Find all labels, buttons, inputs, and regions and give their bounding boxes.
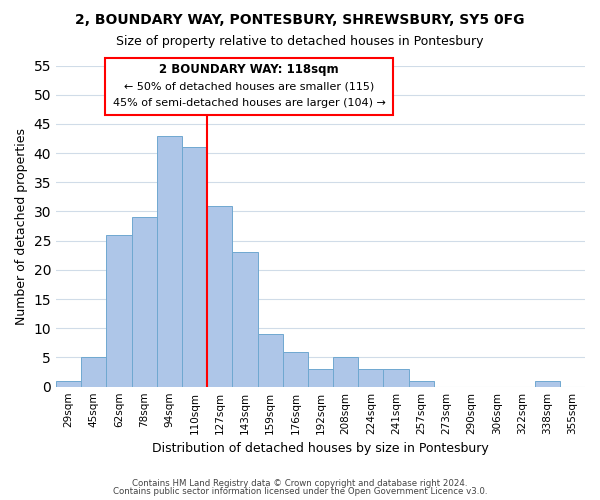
Text: ← 50% of detached houses are smaller (115): ← 50% of detached houses are smaller (11… — [124, 82, 374, 92]
Text: Contains public sector information licensed under the Open Government Licence v3: Contains public sector information licen… — [113, 487, 487, 496]
Bar — [56, 381, 81, 386]
Y-axis label: Number of detached properties: Number of detached properties — [15, 128, 28, 324]
Bar — [383, 369, 409, 386]
Text: 2 BOUNDARY WAY: 118sqm: 2 BOUNDARY WAY: 118sqm — [159, 64, 339, 76]
Text: Contains HM Land Registry data © Crown copyright and database right 2024.: Contains HM Land Registry data © Crown c… — [132, 478, 468, 488]
Bar — [207, 206, 232, 386]
Bar — [106, 235, 131, 386]
Bar — [308, 369, 333, 386]
Text: Size of property relative to detached houses in Pontesbury: Size of property relative to detached ho… — [116, 35, 484, 48]
Bar — [283, 352, 308, 386]
Bar — [409, 381, 434, 386]
Bar — [157, 136, 182, 386]
Bar — [182, 148, 207, 386]
Text: 2, BOUNDARY WAY, PONTESBURY, SHREWSBURY, SY5 0FG: 2, BOUNDARY WAY, PONTESBURY, SHREWSBURY,… — [75, 12, 525, 26]
Bar — [81, 358, 106, 386]
Bar — [358, 369, 383, 386]
X-axis label: Distribution of detached houses by size in Pontesbury: Distribution of detached houses by size … — [152, 442, 489, 455]
Text: 45% of semi-detached houses are larger (104) →: 45% of semi-detached houses are larger (… — [113, 98, 385, 108]
Bar — [535, 381, 560, 386]
Bar — [232, 252, 257, 386]
Bar — [257, 334, 283, 386]
Bar — [131, 218, 157, 386]
Bar — [333, 358, 358, 386]
